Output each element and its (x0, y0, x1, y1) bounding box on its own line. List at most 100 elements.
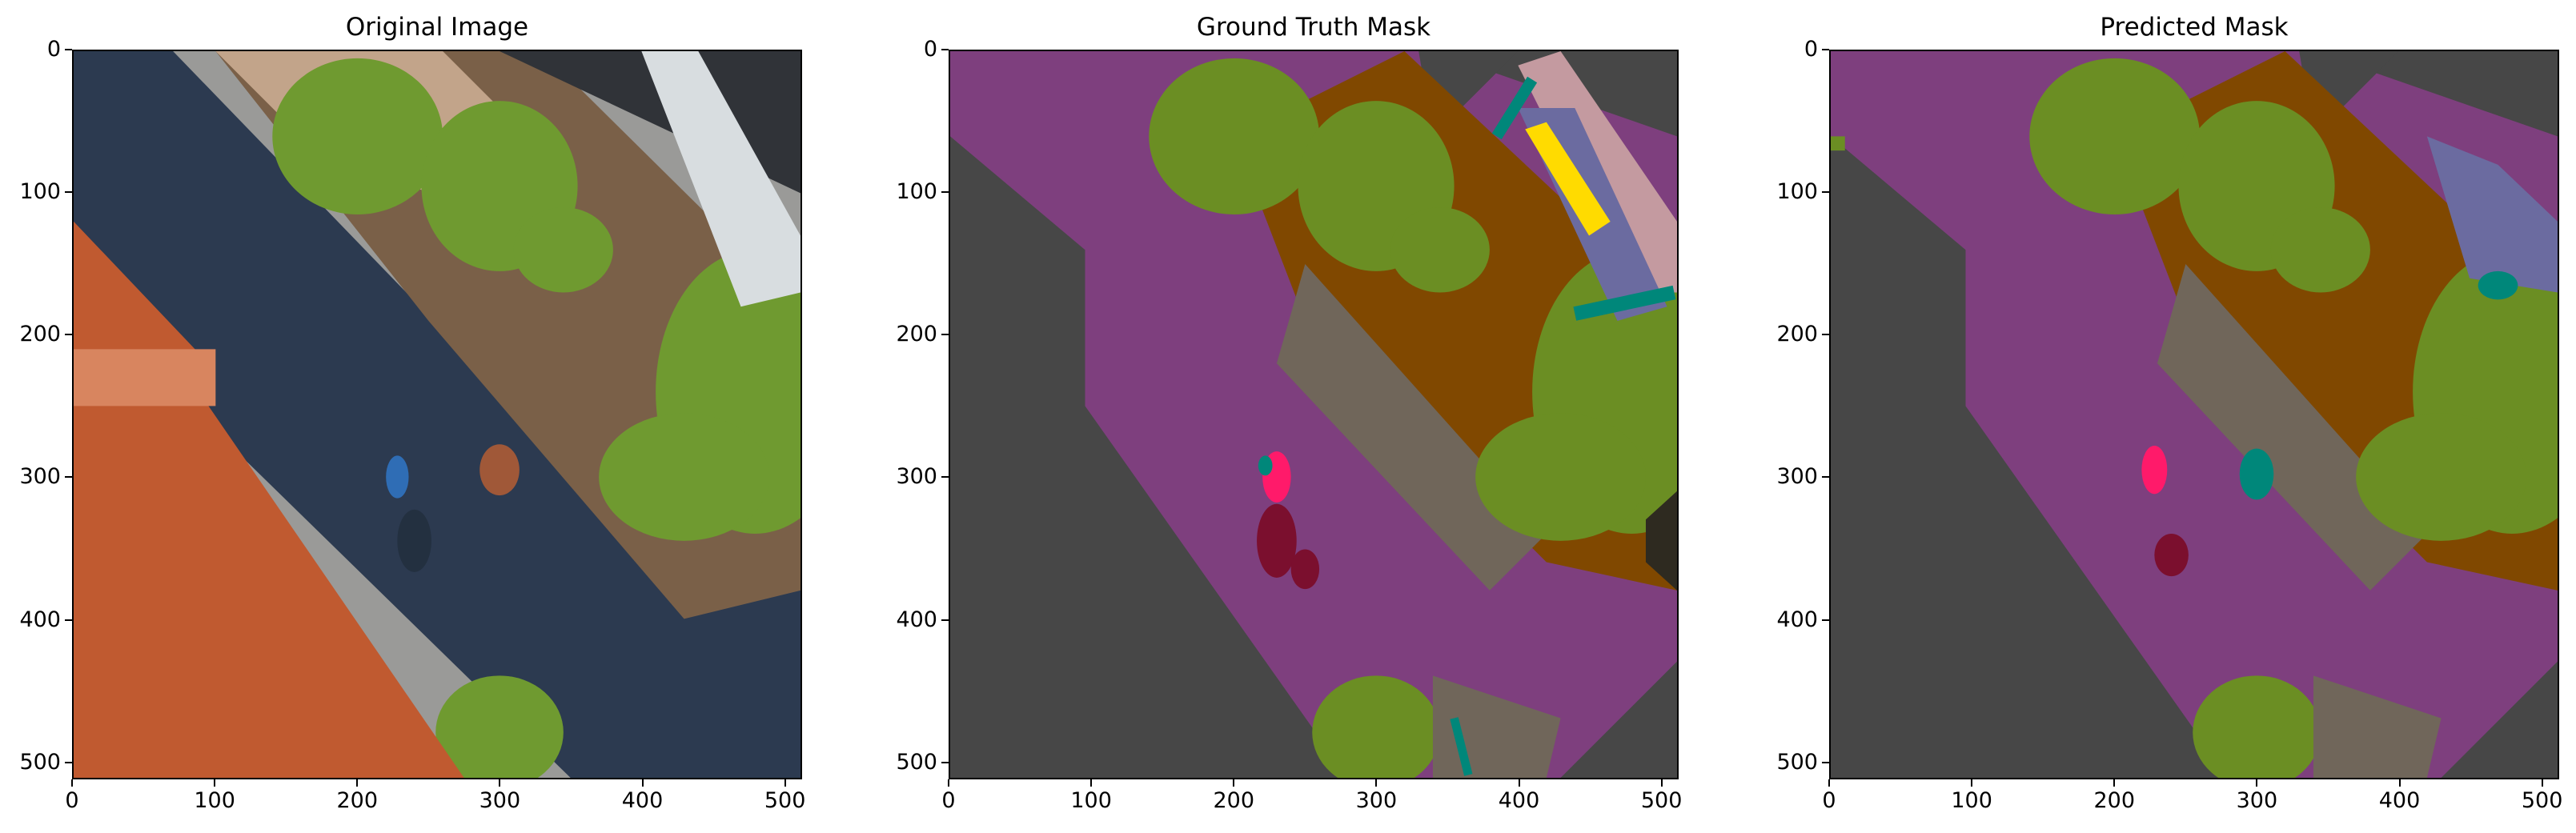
x-tick-mark (1375, 779, 1378, 787)
x-tick-label: 300 (479, 788, 521, 813)
panel-original-image (72, 50, 802, 779)
roof-ridge (74, 349, 216, 406)
y-tick-mark (65, 761, 72, 763)
y-tick-label: 200 (896, 322, 937, 347)
y-tick-label: 300 (896, 464, 937, 490)
shadow-area (74, 51, 800, 778)
bicycle-wheel (1290, 549, 1320, 590)
x-tick-mark (1660, 779, 1663, 787)
x-tick-mark (71, 779, 73, 787)
y-tick-label: 400 (1776, 607, 1818, 632)
x-tick-label: 100 (1951, 788, 1992, 813)
vegetation-blob-0 (1149, 58, 1320, 214)
x-tick-mark (784, 779, 786, 787)
panel-title: Original Image (345, 13, 529, 42)
bicycle-region (1257, 503, 1297, 578)
y-tick-label: 200 (19, 322, 61, 347)
y-tick-mark (1822, 49, 1829, 50)
y-tick-label: 500 (1776, 749, 1818, 775)
x-tick-mark (641, 779, 644, 787)
x-tick-mark (2398, 779, 2401, 787)
y-tick-mark (941, 476, 949, 479)
panel-title: Ground Truth Mask (1196, 13, 1431, 42)
gravel-strip (1276, 264, 1547, 591)
x-tick-mark (356, 779, 359, 787)
y-tick-label: 400 (19, 607, 61, 632)
x-tick-mark (948, 779, 949, 787)
y-tick-label: 300 (19, 464, 61, 490)
y-tick-label: 0 (1804, 37, 1818, 62)
y-tick-mark (65, 476, 72, 479)
water-strip (1573, 285, 1676, 321)
y-tick-mark (1822, 476, 1829, 479)
x-tick-label: 300 (2236, 788, 2278, 813)
building-region (950, 136, 1348, 778)
x-tick-label: 0 (1822, 788, 1836, 813)
y-tick-label: 300 (1776, 464, 1818, 490)
water-blob-center (2239, 448, 2274, 500)
y-tick-mark (65, 191, 72, 194)
vegetation-blob-4 (2193, 675, 2321, 778)
y-tick-label: 100 (19, 179, 61, 205)
panel-predicted-image (1829, 50, 2559, 779)
vegetation-blob-5 (2270, 207, 2370, 293)
vegetation-blob-0 (2029, 58, 2201, 214)
y-tick-mark (941, 49, 949, 50)
x-tick-label: 400 (621, 788, 664, 813)
pole-region (1525, 122, 1611, 236)
x-tick-label: 400 (1498, 788, 1540, 813)
x-tick-label: 200 (336, 788, 379, 813)
x-tick-mark (499, 779, 501, 787)
x-tick-label: 100 (194, 788, 235, 813)
vegetation-blob-4 (1312, 675, 1440, 778)
x-tick-label: 0 (941, 788, 956, 813)
y-tick-mark (941, 619, 949, 621)
panel-original-canvas (74, 51, 800, 778)
y-tick-mark (941, 761, 949, 763)
panel-ground-truth-canvas (950, 51, 1677, 778)
y-tick-mark (941, 334, 949, 336)
x-tick-mark (2256, 779, 2258, 787)
x-tick-mark (1971, 779, 1973, 787)
bush-0 (272, 58, 443, 214)
water-strip-top (1491, 76, 1538, 140)
cyclist (386, 455, 409, 499)
vegetation-speck (1831, 136, 1845, 151)
bush-5 (513, 207, 613, 293)
x-tick-mark (1090, 779, 1093, 787)
bush-4 (435, 675, 564, 778)
tiled-roof (74, 158, 464, 778)
y-tick-label: 100 (1776, 179, 1818, 205)
water-blob (2478, 270, 2518, 300)
x-tick-mark (1233, 779, 1235, 787)
y-tick-label: 0 (46, 37, 61, 62)
window-region (2426, 136, 2558, 293)
y-tick-mark (1822, 191, 1829, 194)
person-accessory (1258, 455, 1273, 476)
person-region (2141, 446, 2168, 495)
x-tick-label: 200 (1213, 788, 1255, 813)
vegetation-blob-3 (1475, 413, 1646, 541)
water-strip-bottom (1450, 717, 1473, 776)
panel-ground-truth-image (949, 50, 1679, 779)
y-tick-mark (1822, 619, 1829, 621)
y-tick-mark (1822, 761, 1829, 763)
y-tick-label: 0 (923, 37, 937, 62)
dark-region (1645, 491, 1677, 591)
x-tick-label: 0 (65, 788, 79, 813)
bush-3 (599, 413, 769, 541)
x-tick-mark (1828, 779, 1830, 787)
x-tick-mark (214, 779, 216, 787)
y-tick-label: 400 (896, 607, 937, 632)
x-tick-label: 500 (2521, 788, 2563, 813)
y-tick-label: 500 (19, 749, 61, 775)
building-corner (950, 661, 1677, 778)
panel-title: Predicted Mask (2100, 13, 2289, 42)
x-tick-mark (1518, 779, 1520, 787)
white-wall (641, 51, 800, 307)
y-tick-label: 100 (896, 179, 937, 205)
x-tick-label: 500 (764, 788, 806, 813)
vegetation-blob-5 (1390, 207, 1490, 293)
y-tick-mark (1822, 334, 1829, 336)
building-corner (1831, 661, 2558, 778)
